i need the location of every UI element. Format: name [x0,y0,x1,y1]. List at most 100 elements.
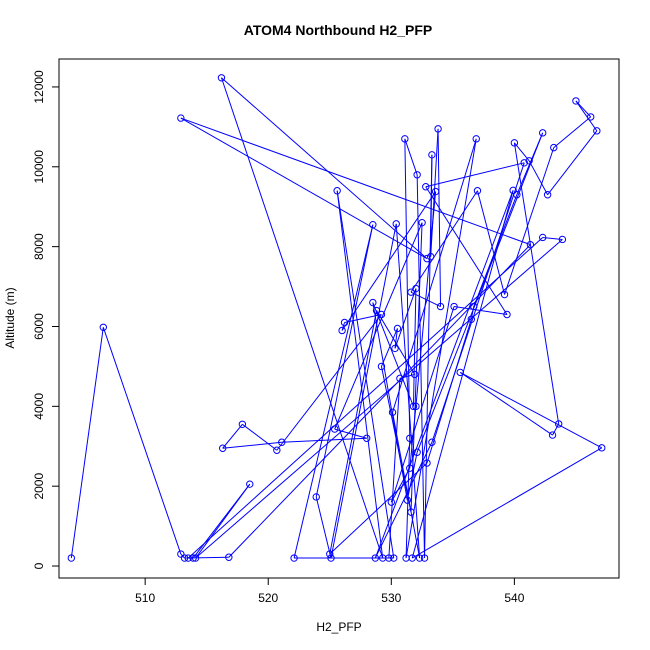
series-segment [220,77,384,559]
series-segment [221,77,428,259]
data-point [513,191,521,199]
data-point [180,554,189,562]
data-point [426,252,435,261]
data-point [510,139,519,147]
y-axis: 0 2000 4000 6000 8000 10000 12000 [32,70,59,569]
series-segment [404,138,411,439]
series-segment [195,239,563,559]
series-segment [454,306,508,316]
data-point [396,374,404,383]
series-segment [476,190,506,295]
data-point [377,362,386,371]
series-segment [336,190,384,559]
x-axis: 510 520 530 540 [135,577,525,605]
series-segment [415,191,437,407]
data-point [548,431,557,439]
data-point [225,553,233,561]
series-segment [459,371,553,436]
data-point [390,554,398,562]
series-segment [416,174,426,559]
data-point [246,480,254,488]
data-point [456,368,464,377]
data-point [422,183,430,191]
data-point [177,114,185,122]
data-point [543,191,552,199]
data-point [312,493,320,501]
series-segment [381,328,398,367]
series-segment [426,319,472,464]
data-point [586,113,595,121]
data-point [413,171,421,179]
series-segment [70,327,104,559]
series-segment [180,553,185,559]
data-point [99,323,108,331]
data-point [500,290,509,299]
data-point [333,187,341,195]
series-segment [394,288,417,349]
data-point [473,187,482,195]
data-point [385,554,393,562]
data-point [191,554,200,562]
series-segment [315,224,374,498]
series-segment [473,194,518,307]
data-point [338,326,346,335]
series-segment [411,447,603,559]
series-segment [341,191,437,331]
series-segment [376,310,416,375]
data-point [189,554,197,562]
x-tick-label: 540 [504,591,524,605]
series-segment [528,160,549,195]
data-point [377,310,386,319]
y-tick-label: 0 [32,562,46,569]
series-segment [504,147,555,295]
data-point [401,135,409,143]
data-point [450,302,458,311]
data-point [525,157,533,165]
data-point [238,420,247,428]
data-point [330,425,339,433]
series-segment [372,302,414,407]
y-tick-label: 8000 [32,233,46,260]
series-segment [334,428,367,439]
data-point [472,135,480,143]
series-segment [188,556,229,559]
data-point [598,444,606,452]
series-segment [431,162,525,443]
data-point [326,550,334,558]
data-point [413,448,421,456]
series-segment [336,190,395,559]
y-axis-label: Altitude (m) [3,287,17,348]
series-segment [459,371,603,449]
data-point [538,129,547,137]
data-point [470,302,478,311]
series-segment [388,378,401,559]
data-point [393,324,402,333]
series-segment [553,116,592,149]
series-segment [222,441,282,449]
data-point [369,298,377,307]
x-tick-label: 510 [135,591,155,605]
data-point [217,74,226,82]
series-segment [470,306,475,320]
data-point [406,464,414,472]
data-point [428,438,436,446]
series-segment [180,117,428,260]
y-tick-label: 4000 [32,393,46,420]
series-segment [425,162,525,188]
x-axis-label: H2_PFP [316,620,361,634]
y-tick-label: 10000 [32,150,46,184]
series-segment [392,412,421,559]
data-point [412,284,420,293]
data-point [520,159,528,167]
series-segment [513,142,530,162]
data-point [554,420,563,428]
data-point [391,344,399,353]
y-tick-label: 12000 [32,70,46,104]
series-segment [412,288,417,407]
series-segment [372,302,408,501]
data-point [177,550,185,558]
data-point [538,233,547,242]
series-segment [315,496,332,559]
data-point [369,220,377,229]
data-point [415,554,424,562]
